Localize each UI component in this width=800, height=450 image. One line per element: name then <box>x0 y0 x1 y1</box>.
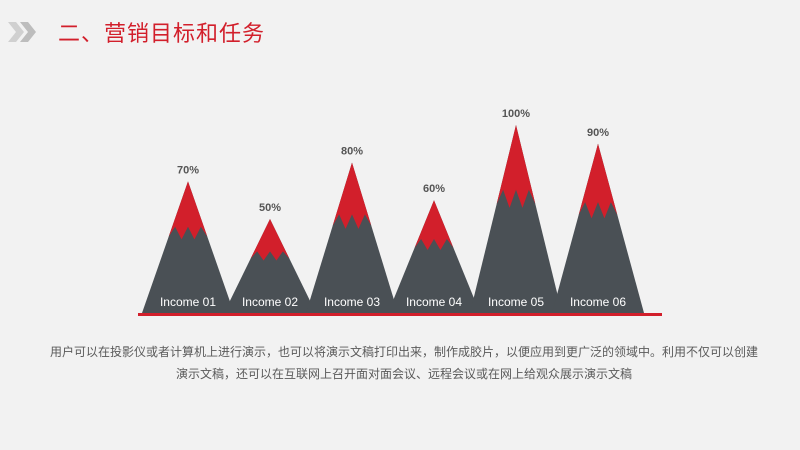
category-label-3: Income 03 <box>324 295 380 309</box>
value-label-1: 70% <box>177 164 199 176</box>
mountain-chart: 70% Income 01 50% Income 02 80% Income 03 60% I… <box>138 108 662 316</box>
value-label-2: 50% <box>259 202 281 214</box>
mountain-1 <box>142 181 234 313</box>
category-label-1: Income 01 <box>160 295 216 309</box>
mountain-cap-5 <box>496 125 536 208</box>
double-chevron-right-icon <box>6 20 46 44</box>
category-label-2: Income 02 <box>242 295 298 309</box>
category-label-5: Income 05 <box>488 295 544 309</box>
description-text: 用户可以在投影仪或者计算机上进行演示，也可以将演示文稿打印出来，制作成胶片，以便… <box>49 345 758 381</box>
chart-baseline <box>138 313 662 316</box>
page-title: 二、营销目标和任务 <box>58 22 266 47</box>
mountain-2 <box>224 219 316 313</box>
mountain-cap-2 <box>250 219 290 261</box>
mountain-cap-1 <box>168 181 208 240</box>
value-label-5: 100% <box>502 108 530 120</box>
mountain-6 <box>552 143 644 313</box>
category-label-6: Income 06 <box>570 295 626 309</box>
mountain-cap-3 <box>332 162 372 229</box>
mountain-4 <box>388 200 480 313</box>
value-label-3: 80% <box>341 146 363 158</box>
category-label-4: Income 04 <box>406 295 462 309</box>
mountain-5 <box>470 125 562 313</box>
value-label-4: 60% <box>423 183 445 195</box>
mountain-3 <box>306 162 398 313</box>
mountain-cap-4 <box>414 200 454 250</box>
mountain-cap-6 <box>578 143 618 219</box>
value-label-6: 90% <box>587 127 609 139</box>
